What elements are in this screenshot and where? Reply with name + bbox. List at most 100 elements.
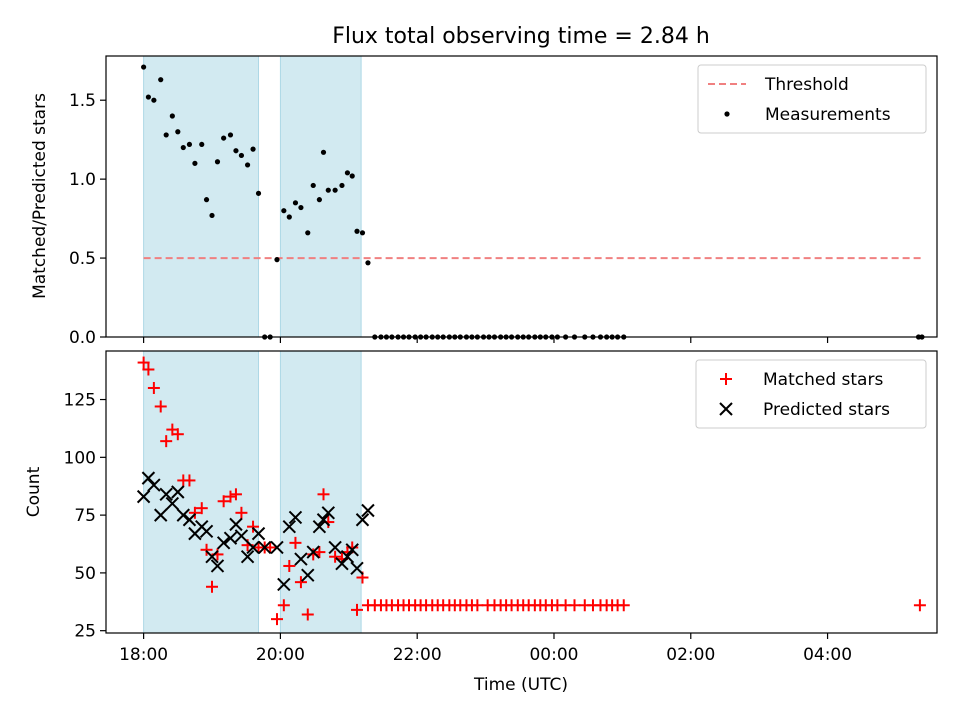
matched-star-point (307, 548, 320, 561)
predicted-star-point (301, 568, 315, 582)
matched-star-point (289, 536, 302, 549)
measurement-point (316, 197, 322, 203)
matched-star-point (183, 474, 196, 487)
matched-star-point (154, 400, 167, 413)
predicted-star-point (316, 513, 331, 527)
predicted-star-point (165, 496, 180, 511)
measurement-point (158, 77, 164, 83)
y-tick-label: 100 (64, 448, 96, 468)
x-axis-title: Time (UTC) (473, 675, 568, 695)
measurement-point (163, 132, 169, 138)
measurement-point (151, 97, 157, 103)
y-tick-label: 50 (74, 564, 96, 584)
predicted-star-point (147, 478, 161, 492)
matched-star-point (195, 502, 208, 515)
observing-span (143, 55, 260, 338)
predicted-star-point (288, 510, 303, 525)
measurement-point (209, 212, 215, 219)
legend-measurement-swatch (724, 111, 730, 117)
predicted-star-point (257, 540, 272, 555)
measurement-point (365, 260, 371, 266)
matched-star-point (270, 613, 283, 626)
measurement-point (292, 200, 299, 206)
predicted-star-point (210, 559, 225, 573)
legend-top: Threshold Measurements (697, 64, 927, 134)
legend-predicted-swatch (719, 402, 733, 416)
matched-star-point (247, 520, 260, 533)
predicted-star-point (277, 577, 291, 592)
y-axis-bottom: 25 50 75 100 125 (64, 391, 106, 642)
measurement-point (145, 94, 152, 100)
x-tick-label: 02:00 (666, 645, 715, 665)
measurement-point (180, 144, 186, 151)
measurement-point (286, 214, 292, 220)
chart-title: Flux total observing time = 2.84 h (332, 24, 710, 49)
x-ticks-top (143, 337, 829, 343)
predicted-star-point (159, 487, 173, 502)
predicted-star-point (234, 529, 249, 543)
predicted-star-point (294, 552, 308, 566)
measurement-point (354, 228, 360, 234)
predicted-star-point (345, 543, 359, 557)
y-axis-title-top: Matched/Predicted stars (30, 93, 50, 299)
matched-star-point (264, 541, 277, 554)
matched-star-point (137, 356, 150, 369)
measurement-point (325, 187, 331, 193)
measurement-point (281, 208, 287, 214)
legend-measurement-label: Measurements (765, 105, 891, 125)
legend-threshold-label: Threshold (764, 75, 849, 95)
matched-star-point (617, 599, 630, 612)
predicted-star-point (270, 540, 284, 555)
matched-star-point (471, 599, 484, 612)
measurement-point (332, 187, 338, 193)
measurement-point (141, 64, 147, 70)
measurement-point (233, 148, 239, 154)
matched-star-point (351, 603, 364, 616)
measurement-point (214, 159, 221, 165)
predicted-star-point (154, 508, 168, 522)
y-tick-label: 25 (74, 622, 96, 642)
measurement-point (186, 141, 193, 148)
predicted-star-point (321, 506, 335, 520)
measurement-point (339, 182, 345, 189)
count-panel: 25 50 75 100 125 18:00 20:00 22:00 00:00 02:00 04… (24, 350, 938, 695)
measurement-point (274, 257, 280, 263)
matched-star-point (206, 580, 219, 593)
predicted-star-point (216, 536, 231, 550)
matched-star-point (188, 506, 201, 519)
predicted-star-point (171, 485, 185, 499)
legend-predicted-label: Predicted stars (763, 400, 890, 420)
matched-star-point (217, 495, 230, 508)
matched-star-point (235, 506, 248, 519)
y-tick-label: 125 (64, 391, 96, 411)
predicted-star-point (246, 540, 260, 555)
matched-star-point (301, 608, 314, 621)
measurement-point (175, 129, 181, 135)
matched-star-point (160, 435, 173, 448)
measurement-point (359, 230, 366, 236)
plot-frame-top (105, 55, 938, 338)
matched-star-point (294, 576, 307, 589)
predicted-star-point (361, 503, 375, 518)
measurement-point (255, 190, 262, 196)
matched-star-point (283, 559, 296, 572)
predicted-star-point (240, 550, 255, 564)
measurement-point (199, 141, 205, 148)
measurement-point (244, 162, 251, 168)
matched-star-point (229, 488, 242, 501)
y-tick-label: 0.5 (69, 249, 96, 269)
matched-star-point (277, 599, 290, 612)
matched-star-point (568, 599, 581, 612)
measurement-point (192, 160, 198, 166)
y-tick-label: 0.0 (69, 328, 96, 348)
x-tick-label: 20:00 (256, 645, 305, 665)
legend-matched-swatch (720, 373, 732, 385)
matched-star-point (224, 490, 237, 503)
predicted-star-point (136, 489, 151, 504)
x-axis-bottom: 18:00 20:00 22:00 00:00 02:00 04:00 (119, 633, 852, 665)
predicted-star-point (182, 513, 197, 527)
plot-frame-bottom (105, 350, 938, 634)
predicted-star-point (306, 545, 320, 559)
measurement-point (227, 132, 234, 138)
legend-matched-label: Matched stars (763, 370, 883, 390)
